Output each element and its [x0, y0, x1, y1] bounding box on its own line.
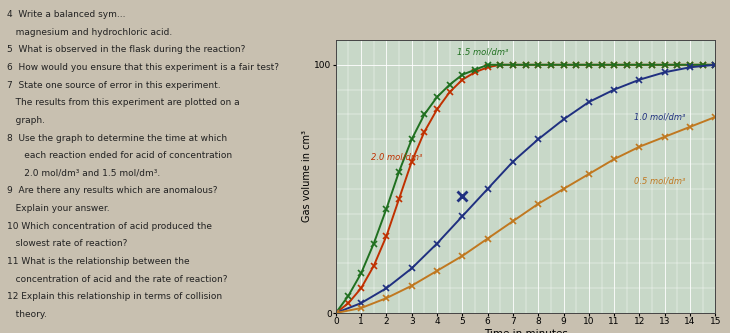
- Text: 1.0 mol/dm³: 1.0 mol/dm³: [634, 113, 685, 122]
- Text: 5  What is observed in the flask during the reaction?: 5 What is observed in the flask during t…: [7, 45, 245, 54]
- Text: 10 Which concentration of acid produced the: 10 Which concentration of acid produced …: [7, 222, 212, 231]
- X-axis label: Time in minutes: Time in minutes: [484, 329, 567, 333]
- Text: each reaction ended for acid of concentration: each reaction ended for acid of concentr…: [7, 151, 231, 160]
- Text: 1.5 mol/dm³: 1.5 mol/dm³: [457, 48, 509, 57]
- Text: 7  State one source of error in this experiment.: 7 State one source of error in this expe…: [7, 81, 220, 90]
- Text: 11 What is the relationship between the: 11 What is the relationship between the: [7, 257, 189, 266]
- Text: 9  Are there any results which are anomalous?: 9 Are there any results which are anomal…: [7, 186, 217, 195]
- Text: 2.0 mol/dm³ and 1.5 mol/dm³.: 2.0 mol/dm³ and 1.5 mol/dm³.: [7, 169, 160, 178]
- Text: graph.: graph.: [7, 116, 45, 125]
- Text: The results from this experiment are plotted on a: The results from this experiment are plo…: [7, 98, 239, 107]
- Text: 6  How would you ensure that this experiment is a fair test?: 6 How would you ensure that this experim…: [7, 63, 279, 72]
- Text: concentration of acid and the rate of reaction?: concentration of acid and the rate of re…: [7, 275, 227, 284]
- Text: Explain your answer.: Explain your answer.: [7, 204, 109, 213]
- Text: 12 Explain this relationship in terms of collision: 12 Explain this relationship in terms of…: [7, 292, 222, 301]
- Text: 4  Write a balanced sym...: 4 Write a balanced sym...: [7, 10, 125, 19]
- Text: theory.: theory.: [7, 310, 47, 319]
- Text: 0.5 mol/dm³: 0.5 mol/dm³: [634, 177, 685, 186]
- Text: 8  Use the graph to determine the time at which: 8 Use the graph to determine the time at…: [7, 134, 227, 143]
- Text: magnesium and hydrochloric acid.: magnesium and hydrochloric acid.: [7, 28, 172, 37]
- Y-axis label: Gas volume in cm³: Gas volume in cm³: [301, 131, 312, 222]
- Text: slowest rate of reaction?: slowest rate of reaction?: [7, 239, 127, 248]
- Text: 2.0 mol/dm³: 2.0 mol/dm³: [372, 152, 423, 161]
